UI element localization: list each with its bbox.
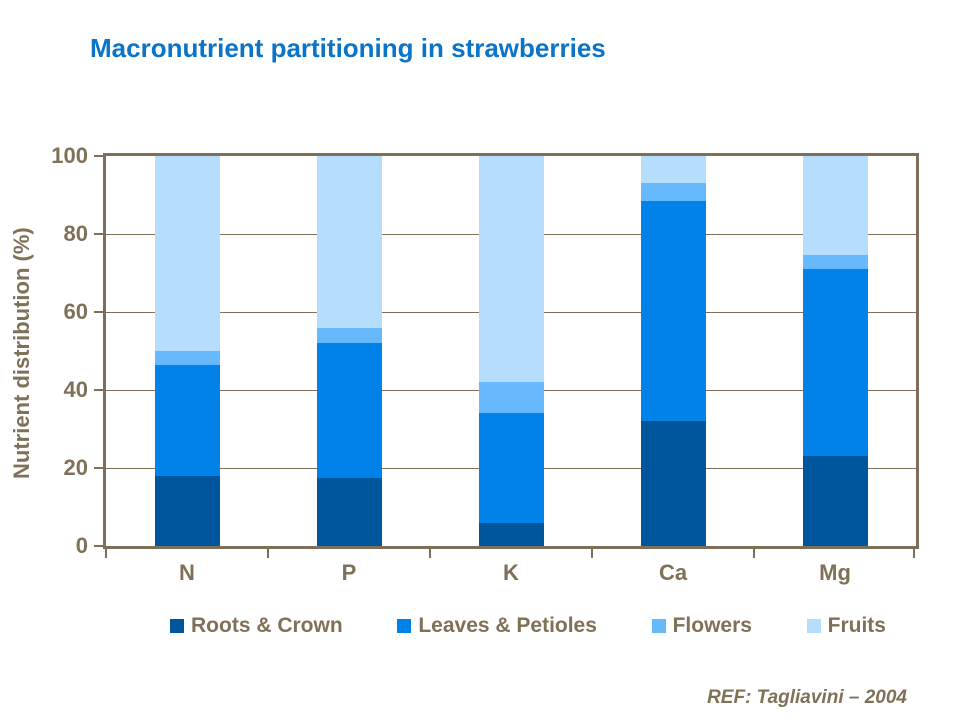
- y-tick-label-0: 0: [75, 533, 88, 558]
- y-tick-mark-60: [94, 311, 103, 313]
- x-tick-label-K: K: [503, 560, 519, 585]
- bar-segment-P-roots-crown: [316, 477, 382, 546]
- reference-text: REF: Tagliavini – 2004: [707, 687, 907, 708]
- bar-P: [316, 156, 382, 546]
- y-tick-mark-0: [94, 545, 103, 547]
- bar-segment-K-flowers: [478, 382, 544, 414]
- x-axis-tick-labels: N P K Ca Mg: [106, 560, 916, 590]
- legend-swatch-flowers: [651, 619, 666, 633]
- bar-segment-Ca-fruits: [640, 156, 706, 184]
- bar-segment-Ca-leaves-petioles: [640, 200, 706, 422]
- legend-swatch-leaves-petioles: [397, 619, 412, 633]
- bar-segment-P-flowers: [316, 327, 382, 344]
- y-tick-label-80: 80: [63, 221, 88, 246]
- legend-item-leaves-petioles: Leaves & Petioles: [397, 614, 597, 638]
- bar-K: [478, 156, 544, 546]
- legend-label: Flowers: [672, 614, 752, 637]
- bar-segment-Ca-flowers: [640, 183, 706, 201]
- y-tick-label-20: 20: [63, 455, 88, 480]
- legend-item-flowers: Flowers: [651, 614, 752, 638]
- x-tick-mark-5: [913, 549, 915, 558]
- legend-item-roots-crown: Roots & Crown: [170, 614, 343, 638]
- bar-segment-Mg-flowers: [802, 255, 868, 270]
- legend-swatch-roots-crown: [170, 619, 184, 633]
- bar-segment-K-leaves-petioles: [478, 413, 544, 523]
- x-tick-label-Mg: Mg: [819, 560, 851, 585]
- bar-segment-N-fruits: [154, 156, 220, 351]
- y-tick-label-40: 40: [63, 377, 88, 402]
- x-tick-mark-3: [591, 549, 593, 558]
- bar-segment-Mg-fruits: [802, 156, 868, 256]
- x-tick-mark-1: [267, 549, 269, 558]
- bar-N: [154, 156, 220, 546]
- bar-Ca: [640, 156, 706, 546]
- y-tick-mark-20: [94, 467, 103, 469]
- bar-segment-N-roots-crown: [154, 475, 220, 546]
- y-tick-label-60: 60: [63, 299, 88, 324]
- x-tick-label-N: N: [179, 560, 195, 585]
- x-tick-label-Ca: Ca: [658, 560, 688, 585]
- bar-segment-P-fruits: [316, 156, 382, 328]
- x-tick-mark-2: [429, 549, 431, 558]
- bar-segment-K-fruits: [478, 156, 544, 383]
- y-tick-mark-100: [94, 155, 103, 157]
- plot-area: [103, 153, 919, 549]
- bar-segment-Mg-leaves-petioles: [802, 269, 868, 457]
- legend-label: Roots & Crown: [191, 614, 343, 637]
- bar-segment-K-roots-crown: [478, 522, 544, 546]
- y-tick-label-100: 100: [51, 143, 88, 168]
- y-axis-tick-labels: 0 20 40 60 80 100: [0, 143, 88, 558]
- legend-swatch-fruits: [806, 619, 821, 633]
- y-tick-mark-40: [94, 389, 103, 391]
- legend-item-fruits: Fruits: [806, 614, 886, 638]
- legend-label: Fruits: [827, 614, 886, 637]
- y-tick-mark-80: [94, 233, 103, 235]
- x-tick-label-P: P: [341, 560, 357, 585]
- legend-label: Leaves & Petioles: [418, 614, 597, 637]
- bar-segment-P-leaves-petioles: [316, 343, 382, 478]
- bar-segment-N-leaves-petioles: [154, 364, 220, 476]
- bar-segment-Mg-roots-crown: [802, 456, 868, 546]
- chart-title: Macronutrient partitioning in strawberri…: [90, 33, 606, 63]
- bar-Mg: [802, 156, 868, 546]
- x-tick-mark-0: [105, 549, 107, 558]
- bar-segment-N-flowers: [154, 351, 220, 365]
- bar-segment-Ca-roots-crown: [640, 421, 706, 546]
- legend: Roots & Crown Leaves & Petioles Flowers Fru…: [170, 614, 886, 638]
- x-tick-mark-4: [753, 549, 755, 558]
